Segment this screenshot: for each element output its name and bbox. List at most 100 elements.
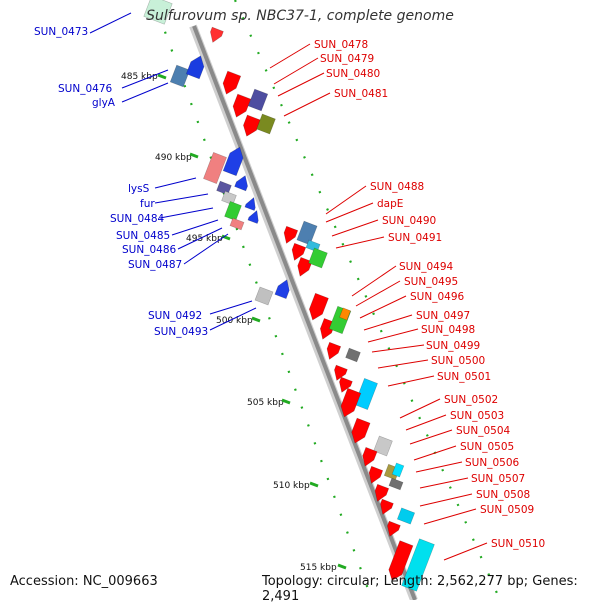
gene-arrow-fwd-shape xyxy=(274,279,290,300)
gene-block-rev-shape xyxy=(339,307,351,321)
map-title: Sulfurovum sp. NBC37-1, complete genome xyxy=(146,8,454,24)
gene-block-rev xyxy=(391,462,405,478)
label-leader-fwd xyxy=(121,69,169,89)
label-leader-rev xyxy=(415,461,463,473)
gene-label-rev: SUN_0496 xyxy=(410,291,464,303)
gene-label-fwd: glyA xyxy=(92,97,116,109)
gene-arrow-rev-shape xyxy=(374,483,390,502)
gene-block-fwd xyxy=(143,0,173,25)
gene-block-rev-shape xyxy=(308,247,328,269)
gene-arrow-fwd xyxy=(244,196,256,211)
gene-arrow-rev xyxy=(283,225,299,244)
gene-label-fwd: SUN_0485 xyxy=(116,230,170,242)
gene-label-rev: SUN_0502 xyxy=(444,394,498,406)
gene-arrow-rev xyxy=(232,93,252,118)
gene-arrow-rev-shape xyxy=(243,114,261,137)
gene-arrow-rev-shape xyxy=(232,93,252,118)
gene-arrow-rev-shape xyxy=(222,70,242,95)
gene-label-fwd: SUN_0484 xyxy=(110,213,164,225)
gene-block-fwd xyxy=(254,286,274,306)
gene-arrow-rev xyxy=(388,540,414,581)
gene-label-rev: SUN_0498 xyxy=(421,324,475,336)
gene-label-rev: SUN_0480 xyxy=(326,68,380,80)
label-leader-rev xyxy=(325,202,374,223)
gene-arrow-rev xyxy=(340,387,362,418)
gene-arrow-rev-shape xyxy=(380,498,394,515)
gene-label-fwd: SUN_0492 xyxy=(148,310,202,322)
gene-block-rev-shape xyxy=(256,113,276,135)
label-leader-rev xyxy=(335,236,385,249)
gene-label-fwd: SUN_0476 xyxy=(58,83,112,95)
gene-label-fwd: SUN_0486 xyxy=(122,244,176,256)
kbp-tick-mark xyxy=(309,481,319,488)
gene-arrow-rev xyxy=(243,114,261,137)
gene-block-rev xyxy=(345,347,361,363)
gene-block-rev xyxy=(256,113,276,135)
label-leader-rev xyxy=(387,375,435,387)
gene-arrow-rev-shape xyxy=(368,465,384,484)
kbp-tick-label: 485 kbp xyxy=(121,72,158,82)
label-leader-rev xyxy=(359,295,407,319)
gene-arrow-rev-shape xyxy=(388,540,414,581)
gene-label-rev: SUN_0499 xyxy=(426,340,480,352)
gene-label-rev: SUN_0508 xyxy=(476,489,530,501)
gene-arrow-rev xyxy=(210,26,224,43)
gene-arrow-fwd-shape xyxy=(222,146,244,177)
gene-label-fwd: fur xyxy=(140,198,155,210)
gene-arrow-rev-shape xyxy=(291,242,307,261)
gene-label-rev: SUN_0497 xyxy=(416,310,470,322)
gene-block-fwd-shape xyxy=(203,152,227,184)
accession-text: Accession: NC_009663 xyxy=(10,574,158,589)
label-leader-rev xyxy=(405,414,447,431)
label-leader-fwd xyxy=(209,300,253,315)
gene-label-rev: SUN_0478 xyxy=(314,39,368,51)
gene-arrow-fwd xyxy=(247,209,259,224)
gene-block-rev-shape xyxy=(247,88,269,112)
gene-arrow-rev-shape xyxy=(387,520,401,537)
label-leader-rev xyxy=(419,477,469,489)
gene-label-rev: SUN_0488 xyxy=(370,181,424,193)
kbp-tick-mark xyxy=(251,316,261,323)
label-leader-fwd xyxy=(159,207,214,219)
gene-label-fwd: lysS xyxy=(128,183,150,195)
label-leader-fwd xyxy=(171,219,219,236)
gene-arrow-rev-shape xyxy=(339,376,353,393)
gene-block-fwd-shape xyxy=(229,217,245,231)
gene-arrow-fwd-shape xyxy=(234,175,248,192)
gene-arrow-fwd-shape xyxy=(185,55,205,80)
gene-block-rev-shape xyxy=(373,435,393,457)
gene-label-rev: SUN_0481 xyxy=(334,88,388,100)
gene-arrow-rev-shape xyxy=(308,292,329,321)
gene-arrow-rev-shape xyxy=(351,417,371,444)
gene-label-rev: SUN_0479 xyxy=(320,53,374,65)
gene-arrow-fwd-shape xyxy=(244,196,256,211)
gene-arrow-rev xyxy=(368,465,384,484)
label-leader-rev xyxy=(325,185,367,215)
gene-block-rev xyxy=(401,538,435,592)
gene-arrow-rev xyxy=(380,498,394,515)
gene-block-fwd xyxy=(224,200,242,222)
kbp-tick-label: 510 kbp xyxy=(273,481,310,491)
gene-label-rev: SUN_0510 xyxy=(491,538,545,550)
gene-arrow-rev-shape xyxy=(326,341,342,360)
label-leader-rev xyxy=(351,265,397,297)
gene-arrow-fwd xyxy=(185,55,205,80)
label-leader-rev xyxy=(355,280,401,307)
label-leader-rev xyxy=(273,57,319,85)
gene-arrow-rev xyxy=(222,70,242,95)
label-leader-rev xyxy=(377,359,429,369)
gene-block-rev-shape xyxy=(296,220,318,246)
gene-block-fwd xyxy=(169,64,191,88)
gene-label-rev: SUN_0500 xyxy=(431,355,485,367)
gene-block-rev-shape xyxy=(388,477,404,491)
label-leader-rev xyxy=(277,72,325,97)
label-leader-fwd xyxy=(177,227,223,250)
gene-arrow-rev xyxy=(339,376,353,393)
label-leader-rev xyxy=(371,344,425,353)
gene-label-rev: SUN_0491 xyxy=(388,232,442,244)
kbp-tick-mark xyxy=(157,73,167,80)
gene-label-rev: SUN_0509 xyxy=(480,504,534,516)
gene-arrow-rev-shape xyxy=(362,446,378,467)
